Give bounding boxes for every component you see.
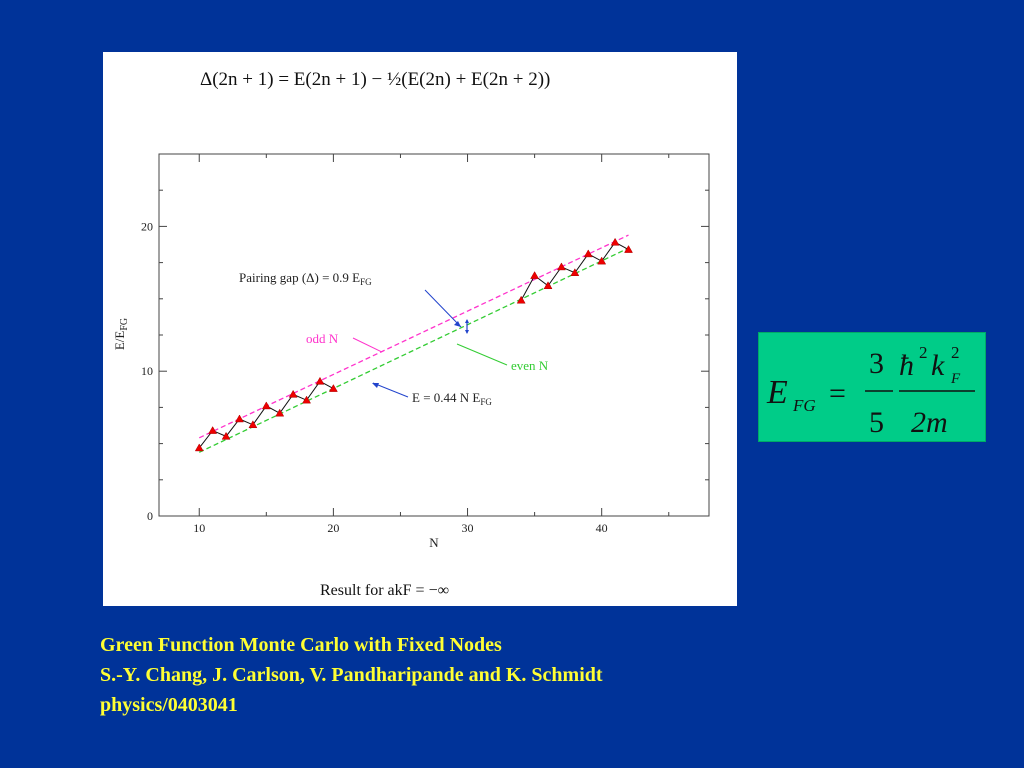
caption-reference: physics/0403041 [100, 694, 238, 716]
data-series [194, 237, 633, 452]
data-point [235, 414, 244, 423]
even-n-label: even N [511, 358, 549, 373]
formula-lhs-sub: FG [792, 396, 816, 415]
fit-lines [198, 234, 629, 453]
pairing-gap-label: Pairing gap (Δ) = 0.9 EFG [239, 270, 372, 287]
x-tick-label: 10 [193, 521, 205, 535]
result-label: Result for akF = −∞ [320, 582, 449, 599]
data-point [570, 268, 580, 276]
fit-line [198, 234, 629, 439]
pairing-gap-arrowhead [454, 321, 461, 327]
data-point [557, 262, 566, 271]
series-line [198, 380, 334, 449]
fit-label: E = 0.44 N EFG [412, 390, 492, 407]
x-axis-label: N [429, 535, 439, 550]
data-point [288, 389, 298, 398]
pairing-gap-arrow [424, 289, 462, 328]
formula-num: 3 [869, 347, 884, 380]
data-point [208, 426, 218, 434]
even-n-pointer [456, 343, 508, 366]
data-point [543, 281, 553, 290]
figure-panel: Δ(2n + 1) = E(2n + 1) − ½(E(2n) + E(2n +… [103, 52, 737, 606]
fit-arrow [372, 382, 409, 398]
odd-n-label: odd N [306, 331, 339, 346]
axis-ticks: 10 20 30 40 0 10 20 [141, 153, 709, 535]
data-point [275, 408, 285, 417]
caption-authors: S.-Y. Chang, J. Carlson, V. Pandharipand… [100, 664, 603, 686]
formula-k-exp: 2 [951, 343, 960, 362]
y-tick-label: 0 [147, 509, 153, 523]
data-point [261, 401, 271, 410]
data-point [328, 384, 338, 392]
formula-den: 5 [869, 406, 884, 439]
formula-hbar-exp: 2 [919, 343, 928, 362]
x-tick-label: 30 [462, 521, 474, 535]
data-point [624, 245, 633, 253]
data-point [597, 256, 607, 265]
data-point [315, 376, 325, 385]
y-tick-label: 10 [141, 364, 153, 378]
gap-marker-bottom [465, 330, 469, 334]
data-point [530, 271, 540, 279]
chart-svg: Δ(2n + 1) = E(2n + 1) − ½(E(2n) + E(2n +… [112, 69, 710, 599]
y-tick-label: 20 [141, 219, 153, 233]
formula-hbar: ħ [899, 349, 914, 382]
fit-line [198, 247, 629, 453]
fermi-energy-formula: E FG = 3 5 ħ 2 k 2 F 2m [766, 343, 975, 439]
x-tick-label: 20 [327, 521, 339, 535]
data-point [583, 249, 593, 258]
x-tick-label: 40 [596, 521, 608, 535]
formula-box: E FG = 3 5 ħ 2 k 2 F 2m [758, 332, 986, 442]
formula-k: k [931, 349, 945, 382]
formula-den2: 2m [911, 406, 948, 439]
caption-title: Green Function Monte Carlo with Fixed No… [100, 634, 502, 656]
formula-lhs: E [766, 374, 788, 411]
plot-frame [158, 153, 710, 517]
fit-arrowhead [372, 383, 379, 388]
odd-n-pointer [352, 337, 383, 353]
data-point [610, 237, 620, 246]
gap-marker-top [465, 319, 469, 323]
data-point [194, 443, 204, 452]
formula-k-sub: F [950, 371, 961, 387]
data-point [221, 431, 231, 440]
y-axis-label: E/EFG [112, 318, 130, 350]
data-point [516, 295, 526, 304]
gap-equation: Δ(2n + 1) = E(2n + 1) − ½(E(2n) + E(2n +… [200, 69, 550, 90]
data-point [302, 395, 311, 404]
data-point [248, 420, 258, 429]
formula-equals: = [829, 377, 846, 410]
